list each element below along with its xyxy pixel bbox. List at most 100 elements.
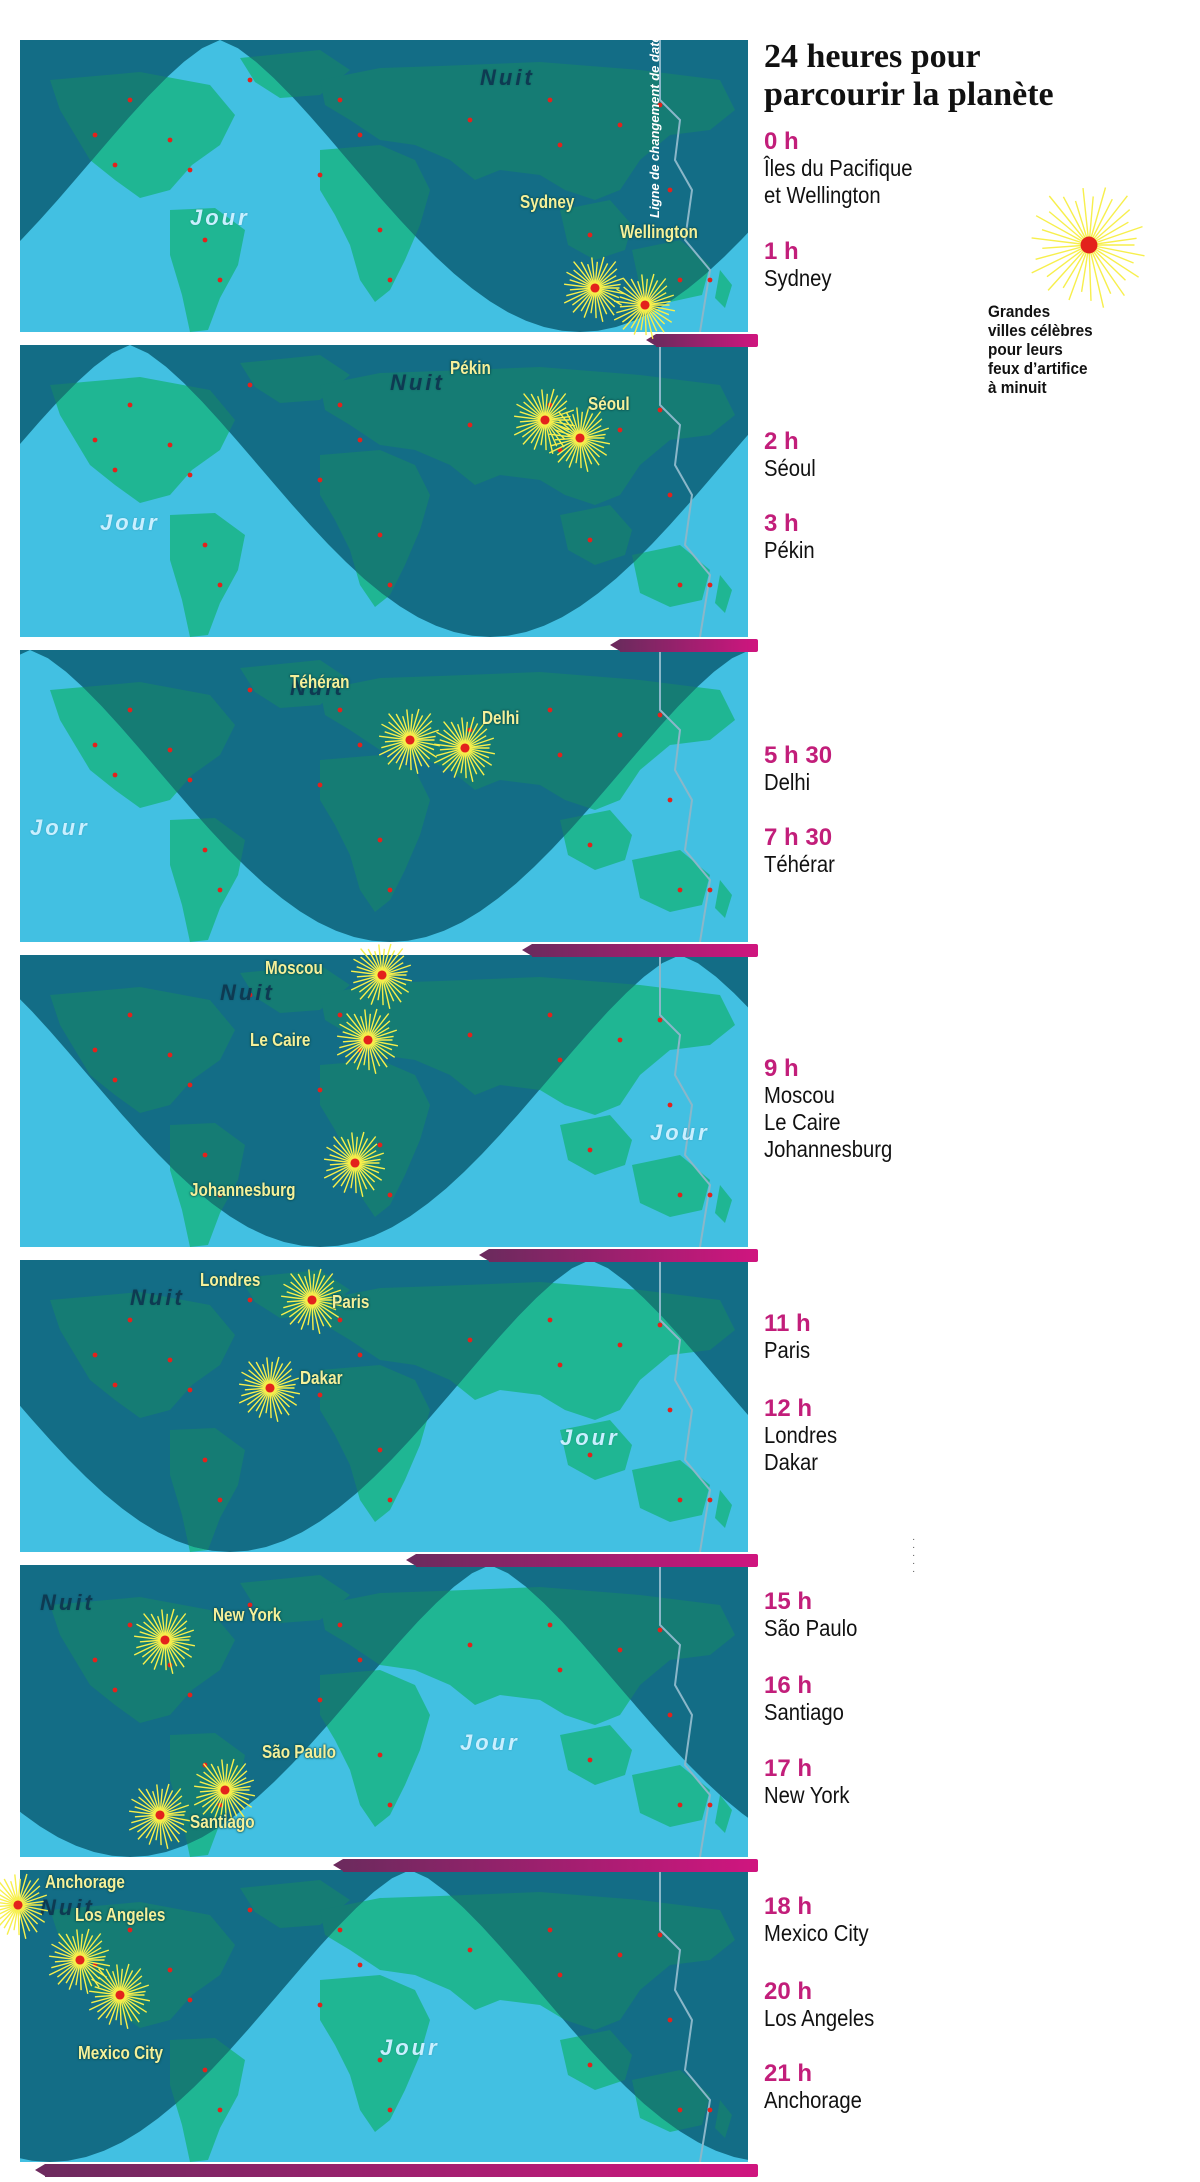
progress-bar [479, 1249, 758, 1262]
timeline-entry: 16 h Santiago [764, 1672, 855, 1726]
timeline-entry: 3 h Pékin [764, 510, 822, 564]
day-label: Jour [650, 1120, 710, 1145]
timeline-entry: 11 h Paris [764, 1310, 816, 1364]
progress-bar [646, 334, 758, 347]
firework-burst-icon [130, 1605, 200, 1680]
timeline-hour: 18 h [764, 1893, 813, 1920]
timeline-place: Anchorage [764, 2087, 862, 2113]
city-label: Wellington [620, 222, 698, 242]
city-label: Anchorage [45, 1872, 125, 1892]
title-line: parcourir la planète [764, 76, 1054, 113]
firework-burst-icon [0, 1870, 53, 1945]
city-label: Johannesburg [190, 1180, 296, 1200]
night-label: Nuit [130, 1285, 185, 1310]
firework-burst-icon [85, 1960, 155, 2035]
night-label: Nuit [290, 675, 345, 700]
firework-burst-icon [1024, 180, 1154, 315]
city-label: Dakar [300, 1368, 343, 1388]
timeline-place: Londres [764, 1422, 838, 1448]
timeline-entry: 7 h 30 Téhérar [764, 824, 845, 878]
firework-burst-icon [430, 713, 500, 788]
day-label: Jour [460, 1730, 520, 1755]
timeline-hour: 16 h [764, 1672, 813, 1699]
timeline-hour: 11 h [764, 1310, 811, 1337]
legend-line: villes célèbres [988, 321, 1093, 340]
timeline-entry: 9 h Moscou Le Caire Johannesburg [764, 1055, 910, 1163]
timeline-place: Los Angeles [764, 2005, 875, 2031]
timeline-place: New York [764, 1782, 850, 1808]
timeline-hour: 15 h [764, 1588, 813, 1615]
timeline-place: Sydney [764, 265, 832, 291]
firework-burst-icon [545, 403, 615, 478]
timeline-entry: 20 h Los Angeles [764, 1978, 889, 2032]
map-panel [20, 1565, 748, 1857]
map-panel [20, 1870, 748, 2162]
timeline-hour: 12 h [764, 1395, 813, 1422]
city-label: Santiago [190, 1812, 255, 1832]
city-label: Sydney [520, 192, 575, 212]
legend-line: Grandes [988, 302, 1051, 321]
timeline-hour: 9 h [764, 1055, 799, 1082]
map-panel [20, 955, 748, 1247]
timeline-hour: 7 h 30 [764, 824, 833, 851]
progress-bar [610, 639, 758, 652]
day-label: Jour [560, 1425, 620, 1450]
dateline-label: Ligne de changement de date [647, 35, 662, 218]
night-label: Nuit [40, 1895, 95, 1920]
timeline-entry: 17 h New York [764, 1755, 861, 1809]
firework-burst-icon [610, 270, 680, 345]
legend-line: feux d’artifice [988, 359, 1088, 378]
dotted-marker: · · · · · [912, 1534, 916, 1577]
timeline-place: Moscou [764, 1082, 835, 1108]
night-label: Nuit [40, 1590, 95, 1615]
city-label: New York [213, 1605, 282, 1625]
map-panel [20, 650, 748, 942]
timeline-place: Îles du Pacifique [764, 155, 913, 181]
timeline-entry: 12 h Londres Dakar [764, 1395, 847, 1476]
legend-line: pour leurs [988, 340, 1063, 359]
legend-text: Grandes villes célèbres pour leurs feux … [988, 302, 1141, 397]
timeline-place: Delhi [764, 769, 811, 795]
timeline-place: São Paulo [764, 1615, 858, 1641]
timeline-hour: 2 h [764, 428, 799, 455]
timeline-entry: 15 h São Paulo [764, 1588, 870, 1642]
timeline-entry: 5 h 30 Delhi [764, 742, 832, 796]
timeline-place: Téhérar [764, 851, 835, 877]
city-label: Londres [200, 1270, 261, 1290]
timeline-entry: 0 h Îles du Pacifique et Wellington [764, 128, 933, 209]
timeline-entry: 1 h Sydney [764, 238, 841, 292]
timeline-entry: 21 h Anchorage [764, 2060, 875, 2114]
firework-burst-icon [333, 1005, 403, 1080]
firework-burst-icon [560, 253, 630, 328]
day-label: Jour [380, 2035, 440, 2060]
firework-burst-icon [510, 385, 580, 460]
timeline-place: Santiago [764, 1699, 844, 1725]
firework-burst-icon [375, 705, 445, 780]
firework-burst-icon [235, 1353, 305, 1428]
city-label: Séoul [588, 394, 630, 414]
city-label: Mexico City [78, 2043, 164, 2063]
timeline-place: et Wellington [764, 182, 881, 208]
timeline-entry: 18 h Mexico City [764, 1893, 883, 1947]
city-label: Le Caire [250, 1030, 311, 1050]
firework-burst-icon [320, 1128, 390, 1203]
progress-bar [406, 1554, 758, 1567]
city-label: Paris [332, 1292, 370, 1312]
progress-bar [35, 2164, 758, 2177]
timeline-place: Mexico City [764, 1920, 869, 1946]
day-label: Jour [100, 510, 160, 535]
timeline-hour: 20 h [764, 1978, 813, 2005]
legend-line: à minuit [988, 378, 1047, 397]
timeline-place: Dakar [764, 1449, 818, 1475]
firework-burst-icon [277, 1265, 347, 1340]
timeline-hour: 17 h [764, 1755, 813, 1782]
timeline-place: Pékin [764, 537, 815, 563]
timeline-place: Paris [764, 1337, 811, 1363]
timeline-hour: 5 h 30 [764, 742, 833, 769]
timeline-place: Le Caire [764, 1109, 841, 1135]
night-label: Nuit [480, 65, 535, 90]
city-label: Téhéran [290, 672, 350, 692]
timeline-hour: 1 h [764, 238, 799, 265]
map-panel [20, 345, 748, 637]
city-label: Moscou [265, 958, 323, 978]
